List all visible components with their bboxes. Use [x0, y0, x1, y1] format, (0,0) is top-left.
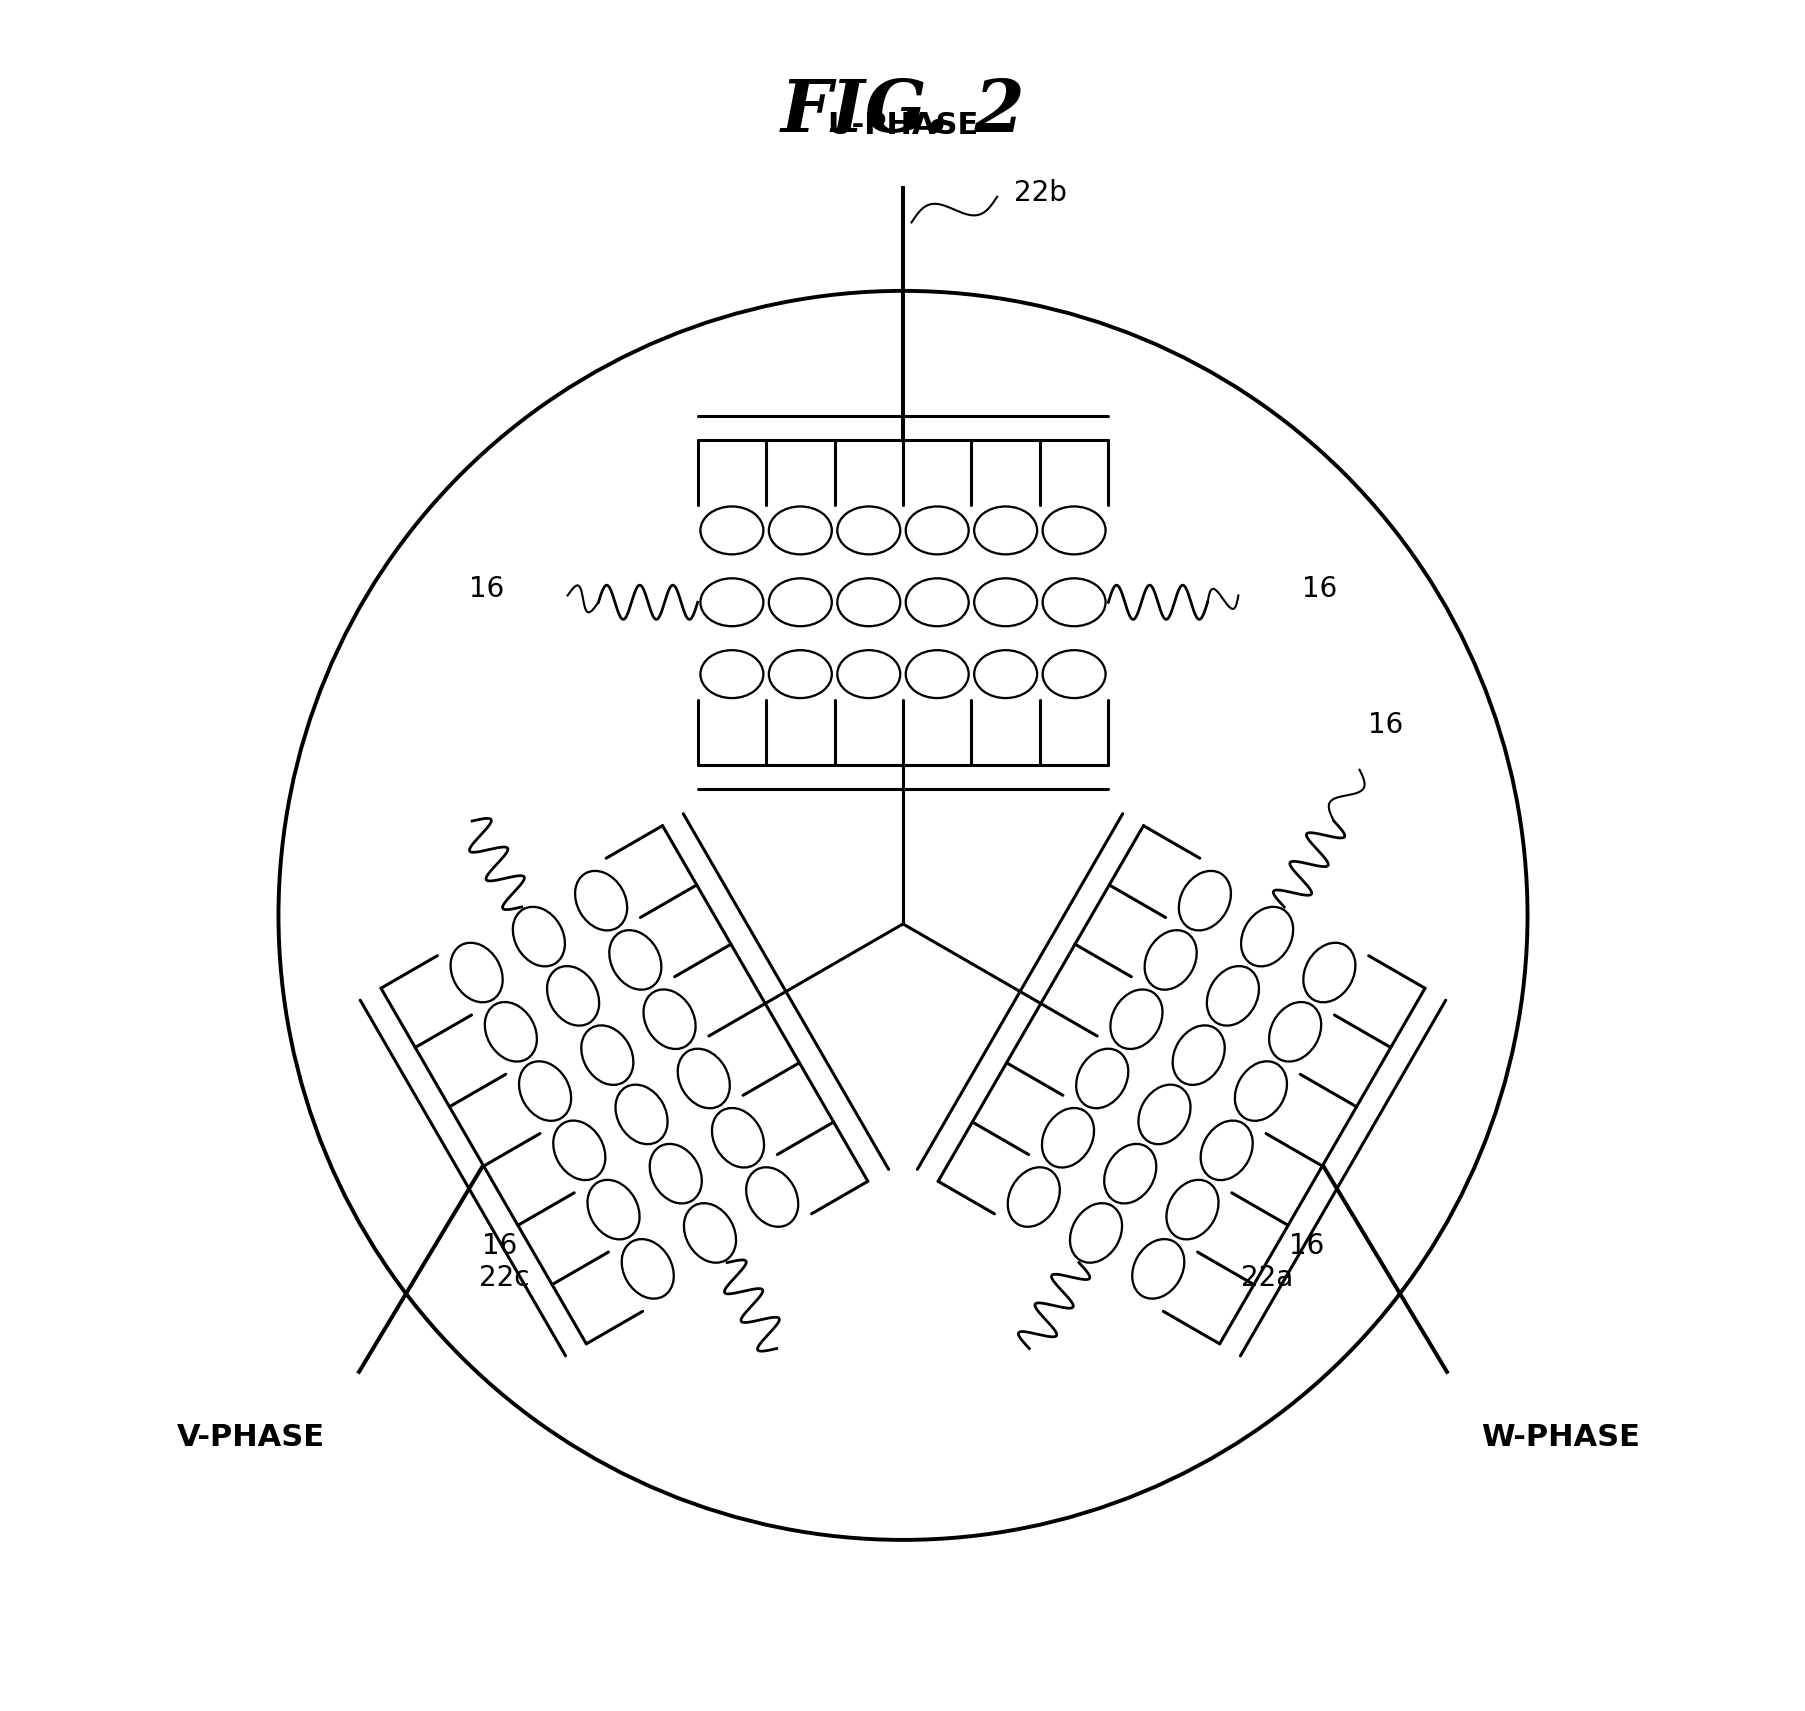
Text: 22b: 22b [1014, 180, 1067, 207]
Text: W-PHASE: W-PHASE [1480, 1424, 1639, 1453]
Text: 16: 16 [1368, 710, 1402, 739]
Text: U-PHASE: U-PHASE [827, 111, 978, 140]
Text: 16: 16 [482, 1232, 516, 1259]
Text: 16: 16 [1289, 1232, 1323, 1259]
Text: 16: 16 [1301, 575, 1336, 602]
Text: 22a: 22a [1240, 1264, 1292, 1292]
Text: V-PHASE: V-PHASE [177, 1424, 325, 1453]
Text: FIG. 2: FIG. 2 [780, 75, 1025, 147]
Text: 16: 16 [469, 575, 504, 602]
Text: 22c: 22c [478, 1264, 529, 1292]
